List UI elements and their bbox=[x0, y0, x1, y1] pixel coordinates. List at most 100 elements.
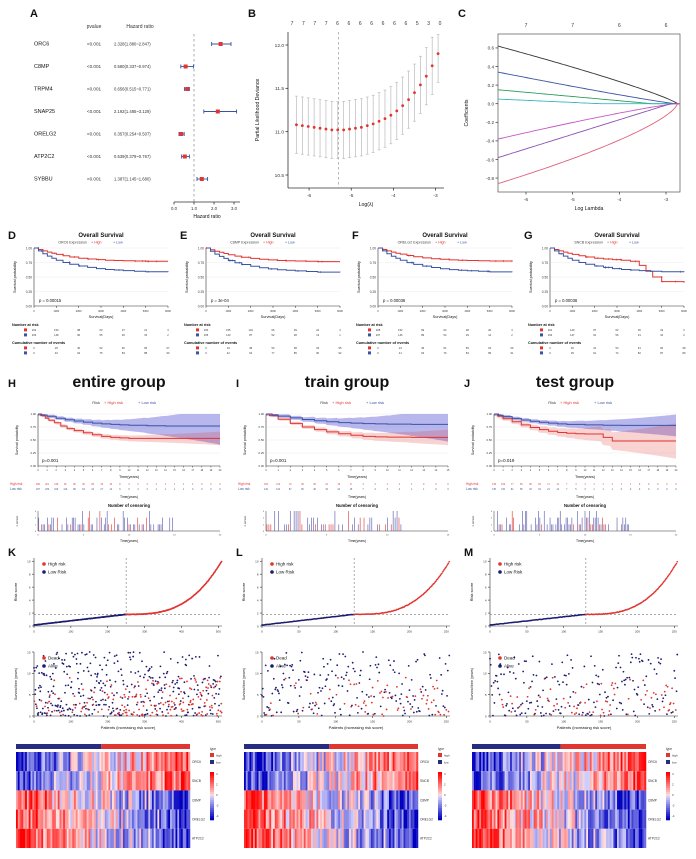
svg-text:400: 400 bbox=[179, 630, 184, 634]
svg-text:+ High risk: + High risk bbox=[332, 400, 351, 405]
svg-text:100: 100 bbox=[68, 630, 73, 634]
svg-text:3: 3 bbox=[387, 488, 389, 491]
svg-text:143: 143 bbox=[226, 333, 231, 337]
svg-text:15: 15 bbox=[483, 650, 487, 654]
heatmap-gene-label: SNCB bbox=[192, 779, 201, 783]
svg-text:1.00: 1.00 bbox=[259, 412, 265, 416]
svg-text:50: 50 bbox=[525, 720, 529, 724]
svg-text:2: 2 bbox=[216, 783, 218, 787]
svg-text:0: 0 bbox=[549, 351, 551, 355]
entire-group-title: entire group bbox=[72, 374, 166, 391]
svg-text:-6: -6 bbox=[524, 197, 529, 202]
svg-text:p = 3e-04: p = 3e-04 bbox=[211, 298, 229, 303]
svg-text:26: 26 bbox=[538, 483, 541, 486]
svg-text:ORC6 Expression: ORC6 Expression bbox=[58, 241, 87, 245]
svg-text:60: 60 bbox=[122, 346, 125, 350]
svg-text:11: 11 bbox=[137, 469, 140, 472]
svg-text:-2: -2 bbox=[444, 804, 447, 808]
heatmap-gene-label: SNCB bbox=[648, 779, 657, 783]
svg-text:40: 40 bbox=[77, 346, 80, 350]
forest-plot: pvalue Hazard ratio ORC6 <0.001 2.328(1.880~… bbox=[34, 24, 240, 220]
svg-text:10: 10 bbox=[109, 483, 112, 486]
svg-text:1000: 1000 bbox=[53, 309, 59, 313]
panel-label-g: G bbox=[524, 230, 533, 242]
km-risk-train-group: Risk + High risk + Low risk 0.00 0.25 0.50 0.7… bbox=[238, 400, 450, 543]
svg-text:54: 54 bbox=[444, 333, 447, 337]
svg-text:3: 3 bbox=[521, 469, 523, 472]
svg-text:0: 0 bbox=[493, 535, 495, 537]
svg-text:15: 15 bbox=[27, 650, 31, 654]
svg-text:0: 0 bbox=[37, 535, 39, 537]
svg-text:250: 250 bbox=[672, 720, 677, 724]
svg-text:<0.001: <0.001 bbox=[87, 177, 102, 182]
svg-text:Low risk: Low risk bbox=[10, 487, 22, 491]
svg-text:7: 7 bbox=[101, 469, 103, 472]
svg-text:p = 0.00036: p = 0.00036 bbox=[555, 298, 578, 303]
svg-text:18: 18 bbox=[200, 469, 203, 472]
svg-text:3: 3 bbox=[35, 511, 37, 513]
svg-text:0: 0 bbox=[33, 720, 35, 724]
svg-text:1: 1 bbox=[612, 488, 614, 491]
svg-text:Risk score: Risk score bbox=[13, 582, 18, 601]
svg-text:2: 2 bbox=[29, 611, 31, 615]
heatmap-gene-label: ORELG2 bbox=[192, 818, 205, 822]
risk-annotation-high bbox=[560, 744, 646, 749]
gene-label: ORELG2 bbox=[34, 132, 56, 138]
svg-text:Overall Survival: Overall Survival bbox=[422, 233, 468, 239]
svg-text:4: 4 bbox=[530, 469, 532, 472]
svg-text:Number at risk: Number at risk bbox=[528, 323, 555, 327]
svg-text:1: 1 bbox=[612, 483, 614, 486]
svg-text:0.25: 0.25 bbox=[31, 451, 37, 455]
svg-text:3.0: 3.0 bbox=[231, 206, 238, 211]
svg-text:200: 200 bbox=[407, 630, 412, 634]
svg-text:1: 1 bbox=[277, 469, 279, 472]
svg-text:1: 1 bbox=[411, 483, 413, 486]
svg-text:90: 90 bbox=[77, 333, 80, 337]
svg-text:0: 0 bbox=[444, 793, 446, 797]
svg-text:20: 20 bbox=[488, 328, 491, 332]
risk-annotation-low bbox=[472, 744, 561, 749]
svg-text:0: 0 bbox=[639, 483, 641, 486]
svg-text:149: 149 bbox=[54, 483, 59, 486]
svg-text:31: 31 bbox=[638, 333, 641, 337]
svg-text:0: 0 bbox=[216, 793, 218, 797]
svg-text:0.357(0.254~0.507): 0.357(0.254~0.507) bbox=[114, 132, 151, 137]
coef-line-ATP2C2 bbox=[497, 103, 680, 159]
svg-text:n.censor: n.censor bbox=[471, 516, 475, 527]
svg-text:3000: 3000 bbox=[614, 309, 620, 313]
svg-text:7: 7 bbox=[362, 488, 364, 491]
svg-text:2.192(1.485~3.129): 2.192(1.485~3.129) bbox=[114, 109, 151, 114]
gene-label: C8MP bbox=[34, 64, 50, 70]
svg-text:300: 300 bbox=[142, 630, 147, 634]
km-risk-test-group: Risk + High risk + Low risk 0.00 0.25 0.50 0.7… bbox=[466, 400, 678, 543]
svg-text:250: 250 bbox=[444, 720, 449, 724]
svg-text:4: 4 bbox=[257, 598, 259, 602]
svg-text:237: 237 bbox=[376, 333, 381, 337]
svg-text:65: 65 bbox=[144, 346, 147, 350]
svg-text:-0.2: -0.2 bbox=[486, 120, 494, 125]
svg-text:85: 85 bbox=[294, 351, 297, 355]
svg-text:91: 91 bbox=[64, 483, 67, 486]
svg-text:p=0.001: p=0.001 bbox=[42, 458, 59, 463]
svg-text:5: 5 bbox=[575, 488, 577, 491]
svg-text:High risk: High risk bbox=[10, 482, 23, 486]
svg-text:6: 6 bbox=[370, 21, 373, 27]
svg-text:0: 0 bbox=[33, 351, 35, 355]
svg-text:19: 19 bbox=[210, 469, 213, 472]
svg-text:6: 6 bbox=[393, 21, 396, 27]
svg-text:2000: 2000 bbox=[592, 309, 598, 313]
svg-text:59: 59 bbox=[466, 346, 469, 350]
svg-text:0.75: 0.75 bbox=[198, 261, 204, 265]
svg-text:1: 1 bbox=[183, 488, 185, 491]
svg-text:p=0.001: p=0.001 bbox=[270, 458, 287, 463]
svg-text:15: 15 bbox=[144, 333, 147, 337]
svg-text:1.00: 1.00 bbox=[370, 246, 376, 250]
svg-text:2: 2 bbox=[257, 611, 259, 615]
svg-text:0: 0 bbox=[33, 630, 35, 634]
svg-text:89: 89 bbox=[488, 351, 491, 355]
svg-text:Hazard ratio: Hazard ratio bbox=[193, 214, 220, 220]
svg-text:type: type bbox=[210, 747, 216, 751]
svg-text:3: 3 bbox=[427, 21, 430, 27]
coef-line-C8MP bbox=[497, 89, 680, 105]
